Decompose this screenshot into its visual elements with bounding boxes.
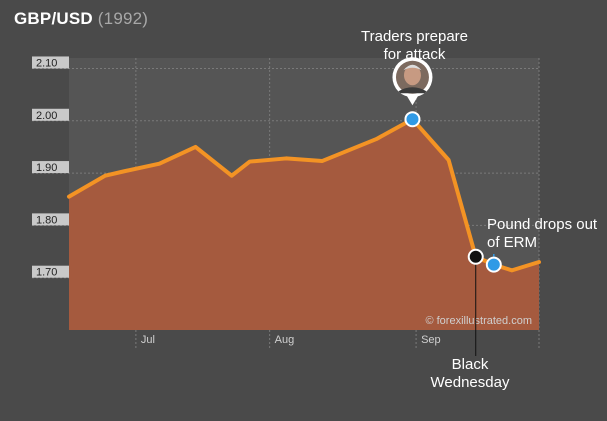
x-tick-label: Sep [421, 334, 441, 346]
series-line [67, 117, 541, 273]
marker-erm [485, 256, 502, 273]
portrait-suit [398, 87, 427, 94]
annotation-attack: Traders prepare for attack [361, 28, 468, 63]
y-tick-label-box [32, 108, 69, 121]
y-tick-label: 2.00 [36, 110, 57, 122]
y-tick-label-box [32, 265, 69, 278]
y-tick-label: 1.70 [36, 267, 57, 279]
annotation-black-wednesday: Black Wednesday [430, 356, 510, 391]
chart-title-year: (1992) [97, 9, 149, 28]
y-tick-label: 1.90 [36, 162, 57, 174]
chart-title: GBP/USD (1992) [14, 9, 148, 29]
portrait-pointer [406, 95, 419, 106]
y-tick-label-box [32, 161, 69, 174]
y-tick-label: 2.10 [36, 57, 57, 69]
portrait-hair [403, 64, 422, 71]
marker-attack [404, 111, 421, 128]
george-soros-portrait-icon [392, 57, 433, 106]
annotation-erm: Pound drops out of ERM [487, 216, 598, 251]
x-tick-label: Jul [141, 334, 155, 346]
chart-title-pair: GBP/USD [14, 9, 93, 28]
portrait-face [403, 65, 421, 86]
y-tick-label-box [32, 56, 69, 69]
x-tick-label: Aug [275, 334, 295, 346]
area-fill [69, 119, 539, 330]
y-tick-label: 1.80 [36, 214, 57, 226]
marker-black-wednesday [467, 248, 484, 265]
watermark: © forexillustrated.com [425, 315, 532, 327]
y-tick-label-box [32, 213, 69, 226]
